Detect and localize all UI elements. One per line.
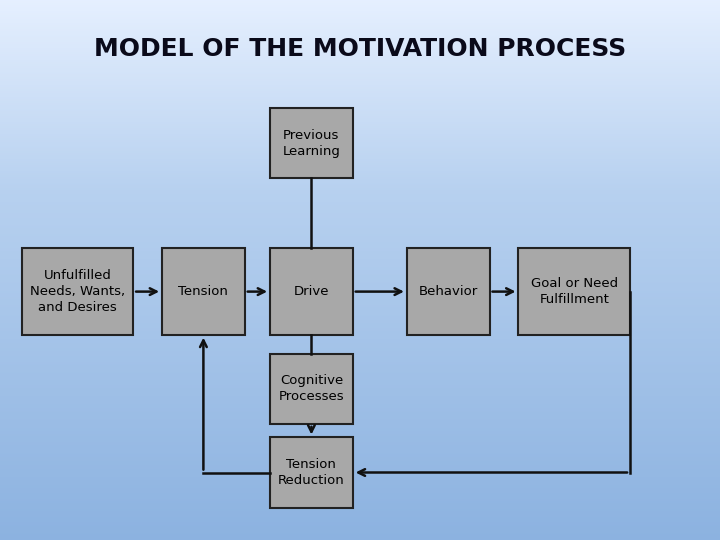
- FancyBboxPatch shape: [407, 248, 490, 335]
- Text: Previous
Learning: Previous Learning: [282, 129, 341, 158]
- Text: Drive: Drive: [294, 285, 329, 298]
- FancyBboxPatch shape: [270, 354, 353, 424]
- FancyBboxPatch shape: [22, 248, 133, 335]
- FancyBboxPatch shape: [518, 248, 630, 335]
- FancyBboxPatch shape: [270, 108, 353, 178]
- Text: Cognitive
Processes: Cognitive Processes: [279, 374, 344, 403]
- Text: MODEL OF THE MOTIVATION PROCESS: MODEL OF THE MOTIVATION PROCESS: [94, 37, 626, 60]
- Text: Unfulfilled
Needs, Wants,
and Desires: Unfulfilled Needs, Wants, and Desires: [30, 269, 125, 314]
- FancyBboxPatch shape: [270, 248, 353, 335]
- Text: Behavior: Behavior: [418, 285, 478, 298]
- Text: Tension
Reduction: Tension Reduction: [278, 458, 345, 487]
- FancyBboxPatch shape: [270, 437, 353, 508]
- Text: Tension: Tension: [179, 285, 228, 298]
- FancyBboxPatch shape: [162, 248, 245, 335]
- Text: Goal or Need
Fulfillment: Goal or Need Fulfillment: [531, 277, 618, 306]
